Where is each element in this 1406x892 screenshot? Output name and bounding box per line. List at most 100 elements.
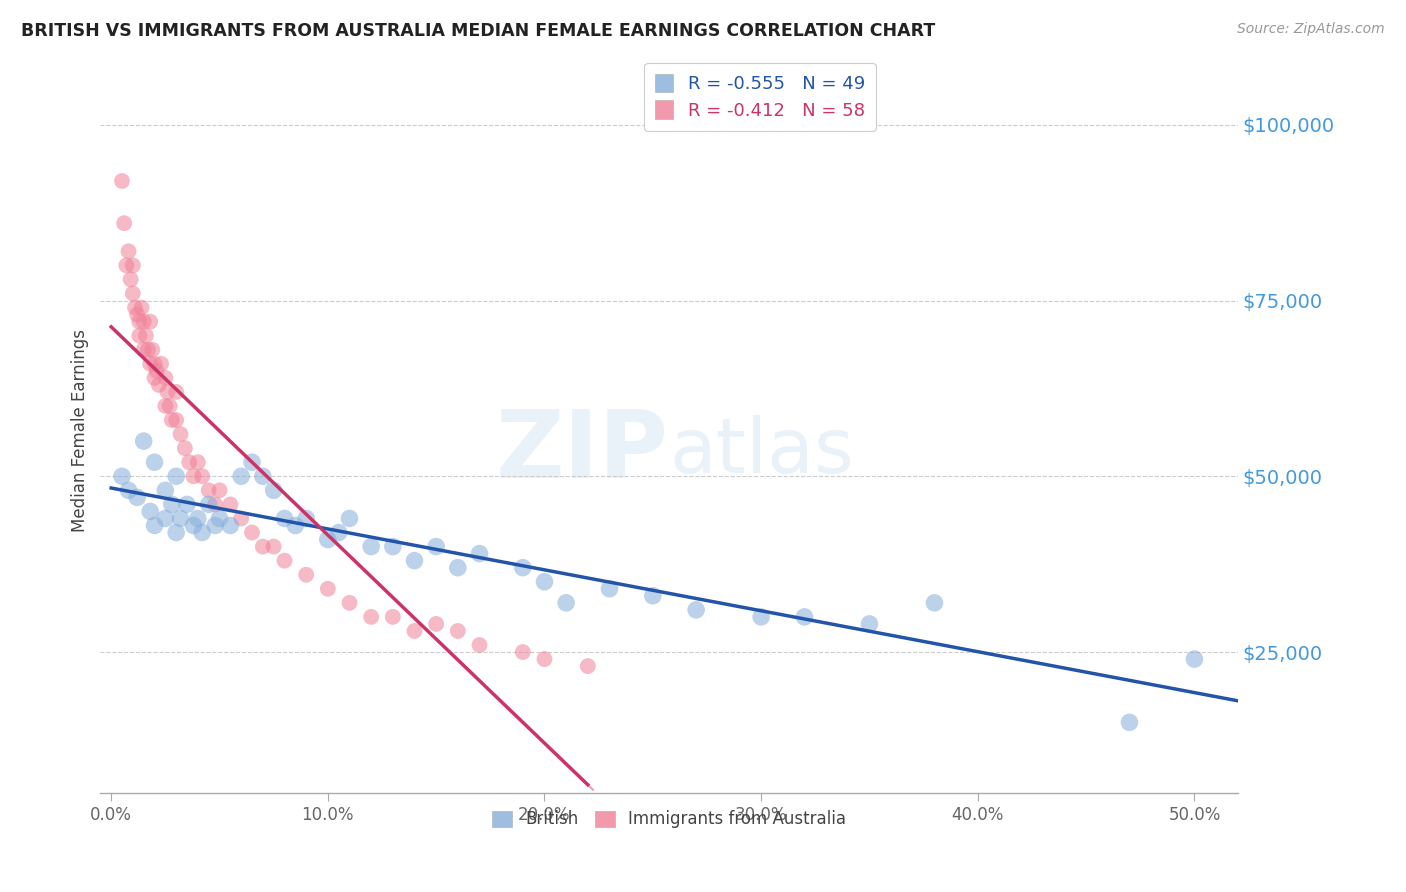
Point: [468, 638, 491, 652]
Point: [263, 540, 285, 554]
Text: ZIP: ZIP: [496, 407, 669, 499]
Text: Source: ZipAtlas.com: Source: ZipAtlas.com: [1237, 22, 1385, 37]
Point: [132, 434, 155, 449]
Point: [641, 589, 664, 603]
Point: [132, 315, 155, 329]
Point: [131, 301, 153, 315]
Point: [159, 399, 181, 413]
Point: [121, 259, 143, 273]
Point: [208, 511, 231, 525]
Point: [120, 272, 142, 286]
Point: [512, 560, 534, 574]
Point: [425, 616, 447, 631]
Point: [117, 244, 139, 259]
Point: [169, 427, 191, 442]
Point: [143, 371, 166, 385]
Point: [191, 525, 214, 540]
Point: [165, 413, 187, 427]
Point: [360, 540, 382, 554]
Point: [191, 469, 214, 483]
Point: [576, 659, 599, 673]
Point: [128, 328, 150, 343]
Point: [197, 497, 219, 511]
Point: [533, 574, 555, 589]
Text: atlas: atlas: [669, 416, 853, 490]
Point: [160, 497, 183, 511]
Point: [404, 624, 426, 638]
Point: [858, 616, 880, 631]
Point: [404, 554, 426, 568]
Point: [219, 518, 242, 533]
Point: [169, 511, 191, 525]
Point: [425, 540, 447, 554]
Point: [139, 504, 162, 518]
Point: [240, 525, 263, 540]
Point: [295, 511, 318, 525]
Point: [328, 525, 350, 540]
Point: [204, 518, 226, 533]
Point: [231, 469, 253, 483]
Y-axis label: Median Female Earnings: Median Female Earnings: [72, 329, 89, 533]
Point: [924, 596, 946, 610]
Point: [447, 624, 470, 638]
Point: [1118, 715, 1140, 730]
Point: [145, 364, 167, 378]
Point: [139, 315, 162, 329]
Point: [381, 610, 404, 624]
Point: [165, 384, 187, 399]
Point: [555, 596, 578, 610]
Point: [143, 518, 166, 533]
Point: [155, 371, 177, 385]
Point: [124, 301, 146, 315]
Point: [273, 554, 295, 568]
Point: [252, 469, 274, 483]
Point: [136, 343, 159, 357]
Point: [156, 384, 179, 399]
Point: [139, 357, 162, 371]
Text: BRITISH VS IMMIGRANTS FROM AUSTRALIA MEDIAN FEMALE EARNINGS CORRELATION CHART: BRITISH VS IMMIGRANTS FROM AUSTRALIA MED…: [21, 22, 935, 40]
Point: [512, 645, 534, 659]
Point: [128, 315, 150, 329]
Point: [339, 511, 361, 525]
Point: [381, 540, 404, 554]
Point: [173, 441, 195, 455]
Point: [165, 469, 187, 483]
Point: [183, 518, 205, 533]
Point: [197, 483, 219, 498]
Point: [447, 560, 470, 574]
Point: [155, 483, 177, 498]
Point: [263, 483, 285, 498]
Point: [117, 483, 139, 498]
Point: [127, 308, 149, 322]
Point: [187, 455, 209, 469]
Point: [121, 286, 143, 301]
Point: [252, 540, 274, 554]
Point: [187, 511, 209, 525]
Point: [284, 518, 307, 533]
Point: [165, 525, 187, 540]
Point: [176, 497, 198, 511]
Point: [1184, 652, 1206, 666]
Point: [111, 174, 134, 188]
Point: [219, 497, 242, 511]
Point: [183, 469, 205, 483]
Point: [112, 216, 135, 230]
Point: [160, 413, 183, 427]
Point: [295, 567, 318, 582]
Point: [204, 497, 226, 511]
Point: [598, 582, 620, 596]
Point: [111, 469, 134, 483]
Point: [155, 399, 177, 413]
Point: [240, 455, 263, 469]
Point: [208, 483, 231, 498]
Point: [316, 533, 339, 547]
Point: [793, 610, 815, 624]
Point: [143, 455, 166, 469]
Point: [468, 547, 491, 561]
Point: [141, 343, 163, 357]
Point: [749, 610, 772, 624]
Point: [115, 259, 138, 273]
Point: [143, 357, 166, 371]
Point: [231, 511, 253, 525]
Point: [135, 328, 157, 343]
